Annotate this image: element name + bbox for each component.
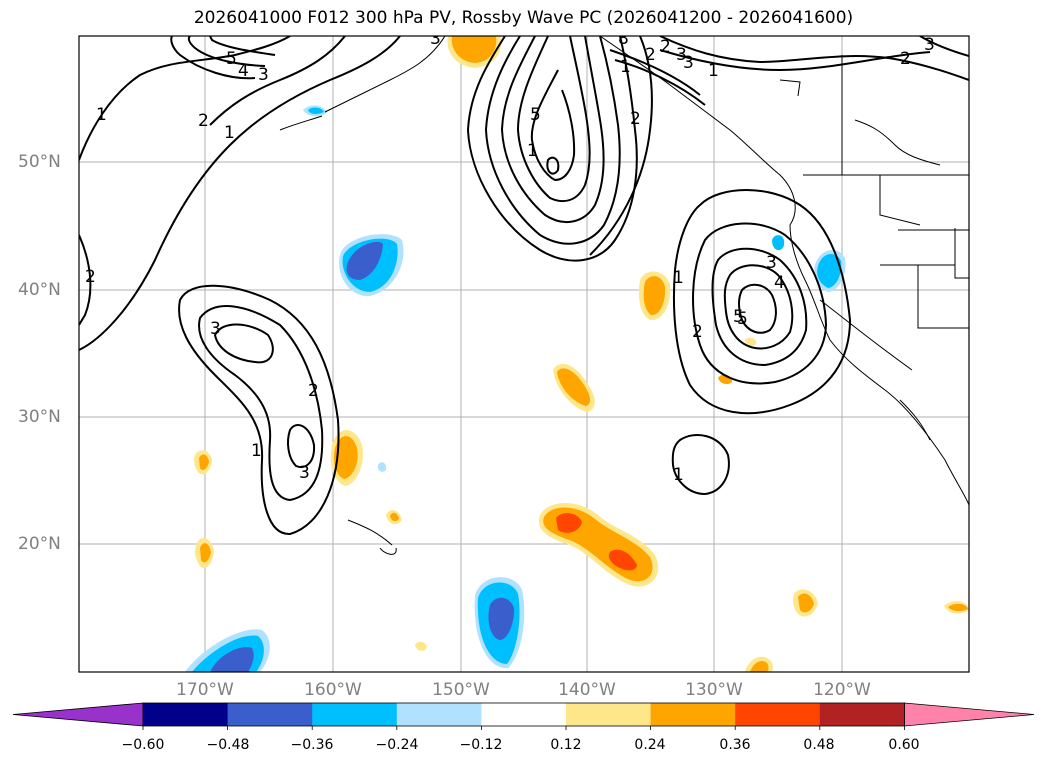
map-frame [78,35,970,673]
contour-label: 2 [308,381,319,401]
colorbar-segment [227,703,313,726]
contour-label: 2 [85,267,96,287]
chart-title: 2026041000 F012 300 hPa PV, Rossby Wave … [193,8,854,28]
gridlines [79,36,969,672]
colorbar-segment [735,703,821,726]
colorbar-segment [819,703,905,726]
lon-label: 120°W [813,680,871,700]
map-background [79,36,969,672]
contour-label: 5 [733,307,744,327]
contour-label: 3 [430,29,441,49]
contour-label: 1 [251,441,262,461]
colorbar-tick-label: 0.60 [888,737,920,753]
lat-label: 30°N [18,407,61,427]
lat-label: 40°N [18,280,61,300]
colorbar-segment [566,703,652,726]
lat-label: 50°N [18,152,61,172]
colorbar-extend-low [12,702,144,727]
colorbar-frame [142,702,905,727]
contour-label: 1 [673,268,684,288]
contour-label: 3 [299,463,310,483]
colorbar-segment [650,703,736,726]
contour-label: 2 [692,322,703,342]
contour-label: 1 [620,57,631,77]
pv-negative-fills [185,105,846,672]
colorbar-tick-label: −0.60 [121,737,165,753]
contour-label: 3 [683,53,694,73]
contour-label: 5 [226,49,237,69]
colorbar-tick-label: 0.12 [550,737,582,753]
colorbar-tick-label: −0.12 [459,737,503,753]
colorbar [12,702,1035,730]
contour-label: 1 [224,123,235,143]
colorbar-tick-label: 0.24 [634,737,666,753]
contour-label: 8 [618,29,629,49]
contour-labels: 1 2 3 4 5 2 3 5 1 5 2 1 3 3 2 1 1 3 2 2 … [85,29,935,485]
contour-label: 2 [900,49,911,69]
contour-label: 2 [198,111,209,131]
lon-label: 150°W [432,680,490,700]
lon-label: 170°W [176,680,234,700]
lon-label: 140°W [558,680,616,700]
colorbar-segment [481,703,567,726]
colorbar-tick-label: 0.48 [803,737,835,753]
colorbar-tick-label: −0.36 [290,737,334,753]
contour-label: 1 [673,465,684,485]
contour-label: 3 [676,45,687,65]
contour-label: 3 [210,319,221,339]
colorbar-tick-label: −0.48 [206,737,250,753]
contour-label: 3 [924,35,935,55]
colorbar-segment [143,703,229,726]
contour-label: 5 [530,105,541,125]
contour-label: 4 [238,61,249,81]
contour-label: 1 [708,61,719,81]
colorbar-tick-label: 0.36 [719,737,751,753]
contour-label: 1 [96,105,107,125]
lat-label: 20°N [18,534,61,554]
contour-label: 3 [258,65,269,85]
colorbar-tick-label: −0.24 [375,737,419,753]
coastlines [279,36,969,555]
contour-label: 2 [660,37,671,57]
colorbar-extend-high [904,702,1035,727]
colorbar-segment [312,703,398,726]
contour-label: 2 [645,45,656,65]
contour-label: 3 [766,253,777,273]
contour-label: 5 [737,309,748,329]
contour-label: 2 [630,109,641,129]
lon-label: 130°W [685,680,743,700]
rossby-wave-contours [79,36,969,536]
lon-label: 160°W [304,680,362,700]
colorbar-segment [396,703,482,726]
contour-label: 4 [774,273,785,293]
contour-label: 1 [527,141,538,161]
